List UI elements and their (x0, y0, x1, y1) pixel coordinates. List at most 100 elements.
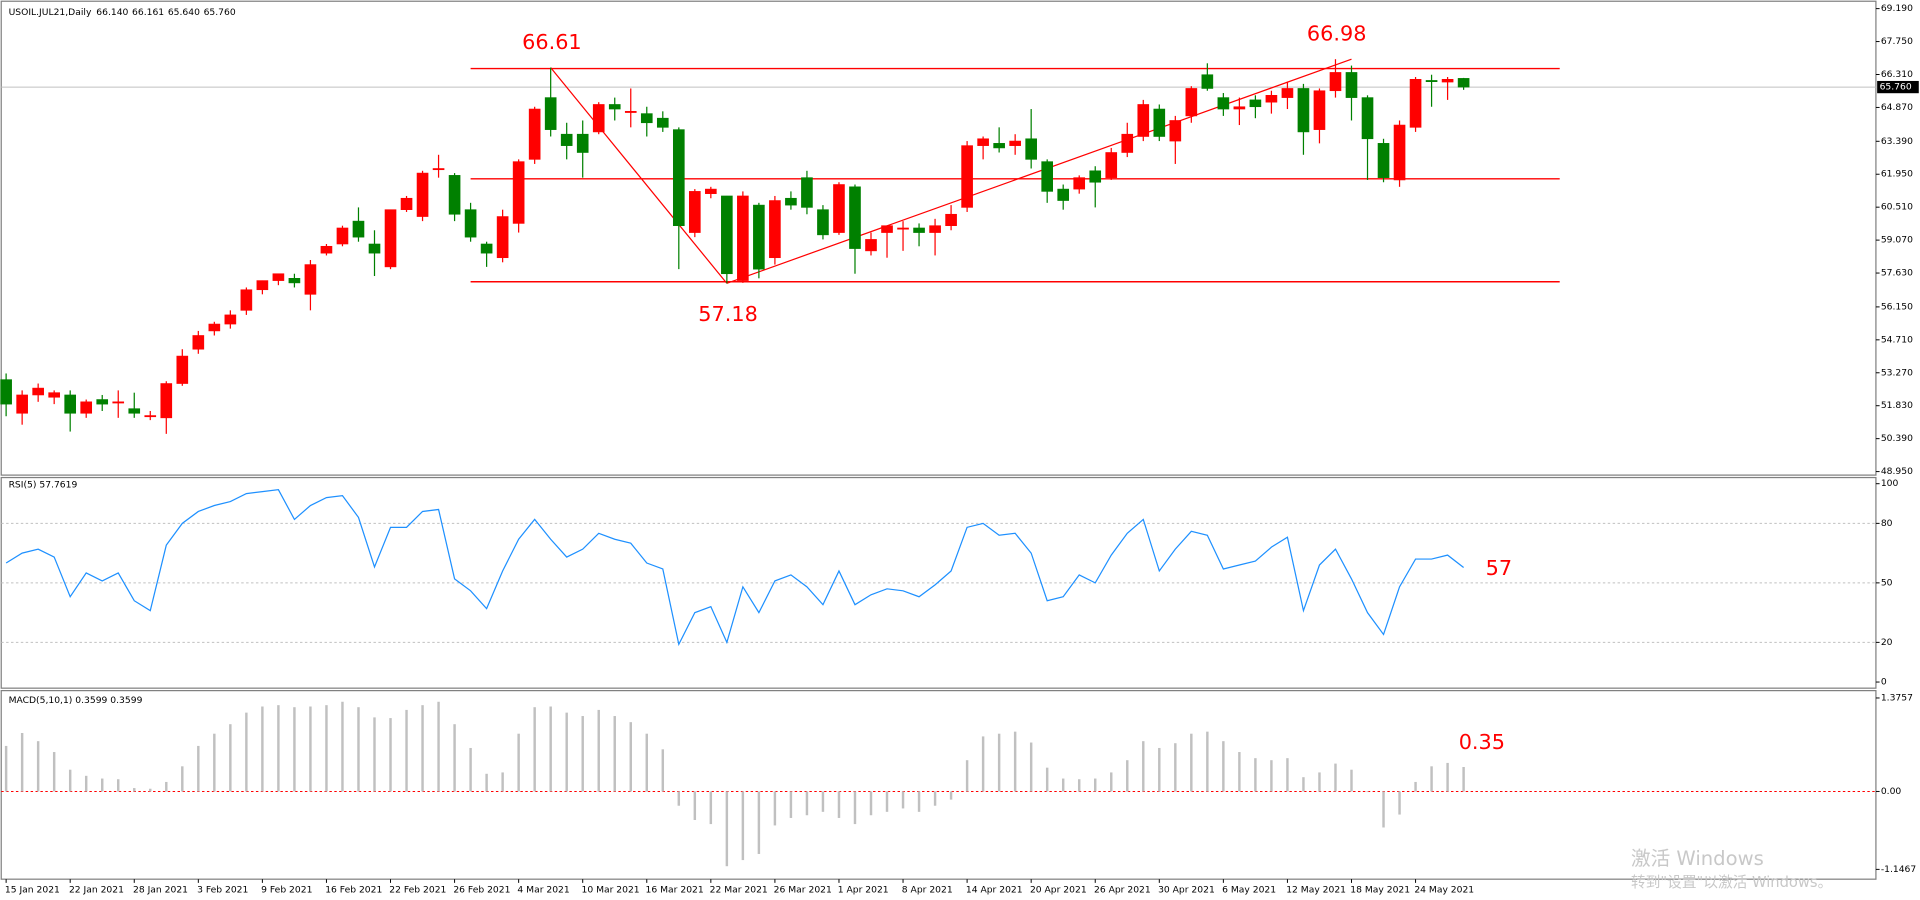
candle-body (576, 133, 589, 153)
candle-body (1265, 95, 1278, 103)
candle-body (1377, 143, 1390, 178)
candle-body (320, 245, 333, 254)
macd-bar (1382, 791, 1385, 828)
candle-body (849, 186, 861, 249)
macd-bar (1222, 741, 1225, 792)
trend-line (550, 67, 728, 284)
macd-bar (165, 781, 168, 792)
x-tick-label: 16 Mar 2021 (646, 885, 704, 896)
candle-body (1425, 80, 1438, 82)
candle-body (977, 138, 989, 146)
candle-body (721, 195, 733, 275)
macd-bar (229, 724, 232, 792)
trend-line (726, 58, 1352, 284)
macd-bar (613, 716, 616, 792)
macd-bar (1270, 760, 1273, 792)
candle-body (1409, 78, 1422, 128)
macd-bar (357, 707, 360, 792)
candle-body (96, 399, 109, 405)
y-tick-label: 60.510 (1881, 202, 1913, 213)
candle-body (416, 172, 429, 217)
candle-body (544, 97, 557, 130)
macd-bar (293, 707, 296, 792)
candle-body (737, 195, 749, 281)
x-tick-label: 15 Jan 2021 (5, 885, 60, 896)
y-tick-label: 54.710 (1881, 334, 1913, 345)
y-tick-label: 50 (1881, 577, 1893, 588)
y-tick-label: 59.070 (1881, 235, 1913, 246)
price-annotation: 57.18 (698, 302, 758, 326)
macd-bar (1029, 742, 1033, 792)
macd-bar (805, 791, 809, 816)
macd-bar (437, 701, 440, 792)
last-price-label: 65.760 (1880, 82, 1912, 93)
macd-bar (533, 707, 536, 792)
macd-bar (261, 706, 264, 792)
candle-body (192, 335, 205, 350)
macd-bar (709, 791, 713, 825)
x-tick-label: 30 Apr 2021 (1158, 885, 1215, 896)
macd-bar (1045, 767, 1049, 792)
macd-bar (965, 760, 969, 792)
candle-body (769, 200, 781, 259)
macd-title: MACD(5,10,1) 0.3599 0.3599 (9, 695, 143, 706)
x-tick-label: 10 Mar 2021 (581, 885, 639, 896)
macd-bar (1462, 766, 1465, 792)
candle-body (1329, 72, 1342, 92)
macd-bar (837, 791, 841, 818)
y-tick-label: 0.00 (1881, 786, 1902, 797)
macd-bar (789, 791, 793, 818)
candle-body (128, 408, 141, 414)
macd-bar (405, 709, 408, 792)
macd-bar (997, 733, 1001, 792)
macd-bar (981, 736, 985, 792)
macd-bar (485, 773, 488, 792)
candle-body (176, 355, 189, 384)
macd-bar (20, 733, 24, 792)
x-tick-label: 3 Feb 2021 (197, 885, 248, 896)
symbol-header: USOIL.JUL21,Daily 66.140 66.161 65.640 65.76… (9, 7, 236, 18)
macd-bar (661, 749, 665, 792)
macd-bar (245, 712, 248, 792)
y-tick-label: 56.150 (1881, 301, 1913, 312)
candle-body (32, 387, 44, 396)
candle-body (913, 227, 925, 233)
candle-body (801, 177, 813, 208)
candle-body (1185, 88, 1198, 117)
macd-bar (1126, 760, 1129, 792)
candle-body (1393, 124, 1406, 181)
macd-bar (1142, 741, 1145, 792)
candle-body (689, 191, 701, 233)
macd-bar (1334, 763, 1337, 792)
macd-bar (693, 791, 697, 820)
candle-body (528, 108, 541, 160)
macd-bar (373, 717, 376, 792)
macd-bar (677, 791, 681, 806)
candle-body (336, 227, 349, 245)
y-tick-label: 63.390 (1881, 136, 1913, 147)
candle-body (1137, 104, 1150, 137)
y-tick-label: 53.270 (1881, 367, 1913, 378)
macd-bar (1430, 766, 1433, 792)
last-price-box (1877, 80, 1919, 94)
macd-bar (84, 775, 88, 792)
macd-bar (917, 791, 921, 812)
candle-body (112, 401, 125, 404)
candle-body (304, 264, 317, 295)
header-low: 65.640 (168, 7, 200, 18)
candle-body (608, 104, 621, 110)
candle-body (881, 225, 893, 233)
header-open: 66.140 (96, 7, 128, 18)
x-tick-label: 24 May 2021 (1414, 885, 1474, 896)
candle-body (865, 239, 877, 252)
candle-body (817, 209, 829, 236)
candle-body (400, 197, 413, 210)
candle-body (1057, 188, 1070, 201)
candle-body (432, 168, 445, 171)
y-tick-label: -1.1467 (1881, 864, 1917, 875)
macd-bar (1158, 747, 1161, 792)
macd-bar (597, 709, 600, 792)
x-tick-label: 18 May 2021 (1350, 885, 1410, 896)
macd-bar (1061, 778, 1065, 792)
